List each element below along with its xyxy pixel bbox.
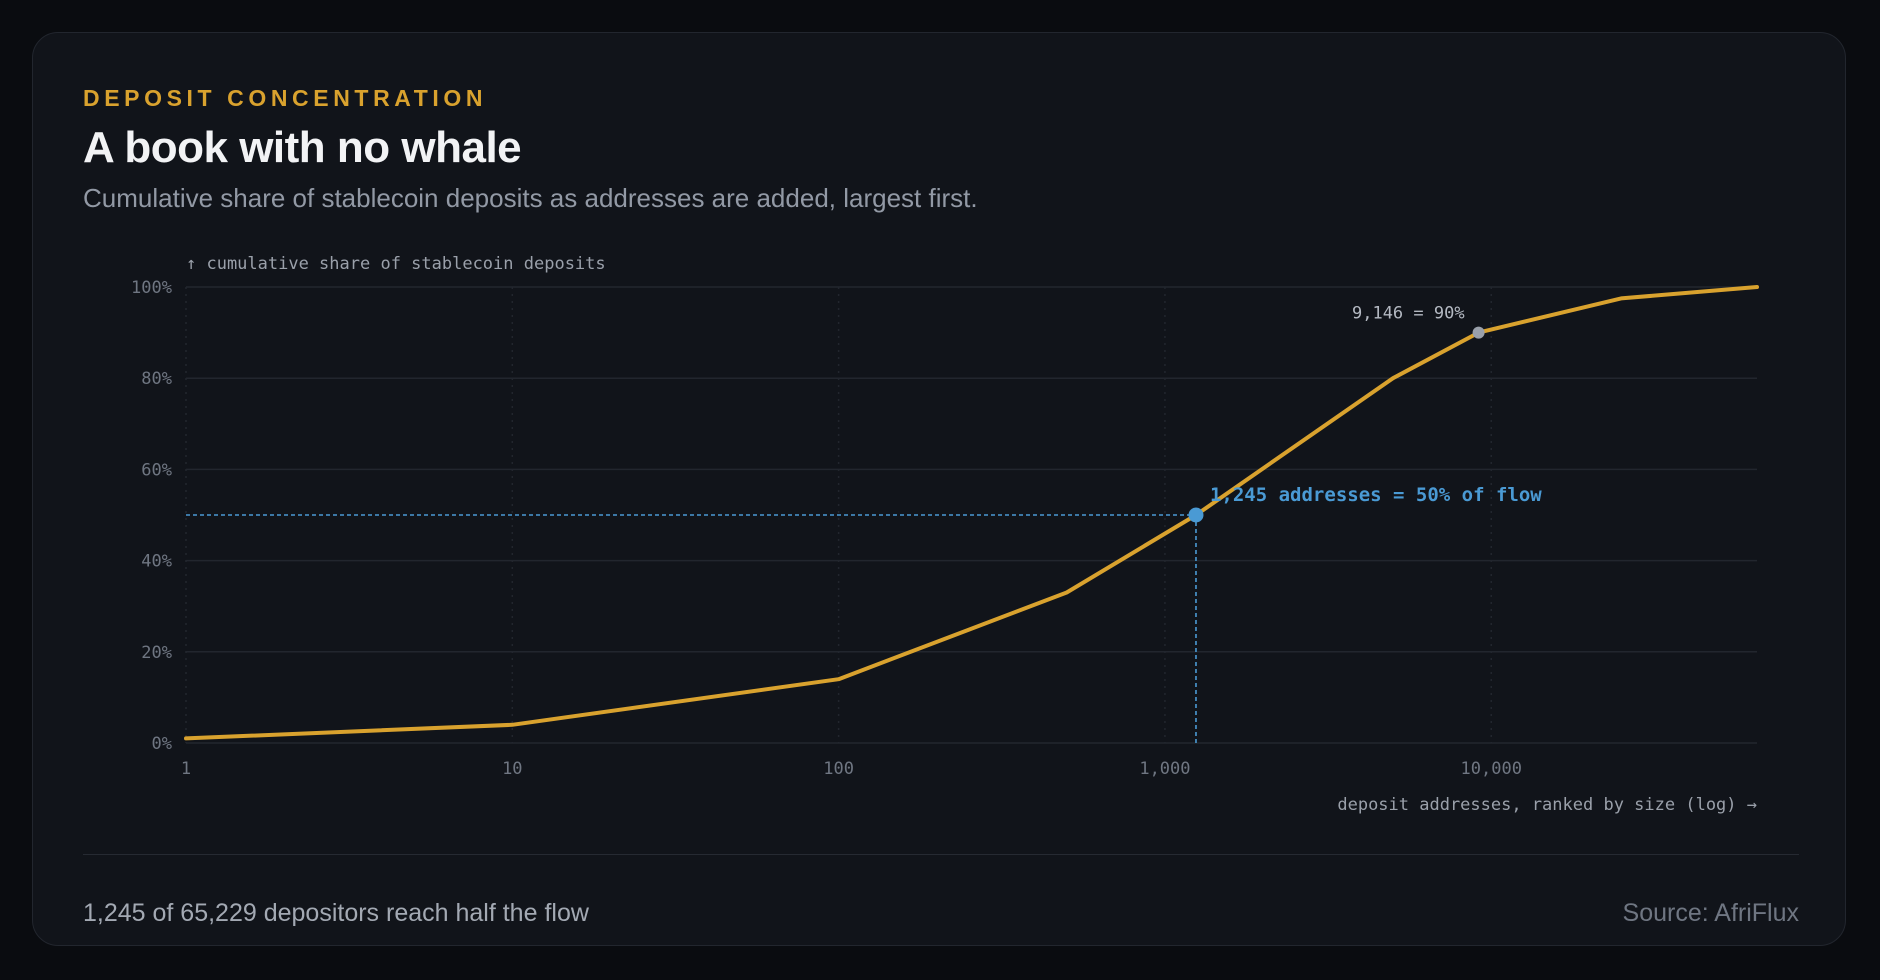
chart-card: DEPOSIT CONCENTRATION A book with no wha… — [32, 32, 1846, 946]
x-tick-label: 100 — [823, 759, 854, 779]
chart-subtitle: Cumulative share of stablecoin deposits … — [83, 183, 978, 213]
x-axis-label: deposit addresses, ranked by size (log) … — [1337, 795, 1757, 815]
eyebrow-label: DEPOSIT CONCENTRATION — [83, 85, 488, 111]
y-tick-label: 80% — [141, 369, 172, 389]
y-tick-label: 60% — [141, 460, 172, 480]
x-tick-label: 1 — [181, 759, 191, 779]
x-tick-label: 10 — [502, 759, 522, 779]
cumulative-share-line — [184, 285, 1759, 741]
y-tick-label: 40% — [141, 552, 172, 572]
ninety-percent-marker — [1472, 326, 1485, 339]
x-tick-label: 10,000 — [1461, 759, 1522, 779]
y-tick-label: 100% — [131, 278, 172, 298]
y-tick-label: 20% — [141, 643, 172, 663]
footer-divider — [83, 854, 1799, 855]
concentration-chart: 0% 20% 40% 60% 80% 100% 1 10 100 1,000 10,000 ↑ cum… — [131, 254, 1759, 815]
half-flow-marker — [1188, 507, 1204, 523]
y-tick-label: 0% — [152, 734, 172, 754]
source-credit: Source: AfriFlux — [1622, 899, 1799, 927]
y-axis-label: ↑ cumulative share of stablecoin deposit… — [186, 254, 606, 274]
chart-title: A book with no whale — [83, 123, 522, 172]
footer-note: 1,245 of 65,229 depositors reach half th… — [83, 899, 589, 927]
half-flow-annotation: 1,245 addresses = 50% of flow — [1210, 484, 1542, 506]
ninety-percent-annotation: 9,146 = 90% — [1352, 304, 1465, 324]
x-tick-label: 1,000 — [1139, 759, 1190, 779]
